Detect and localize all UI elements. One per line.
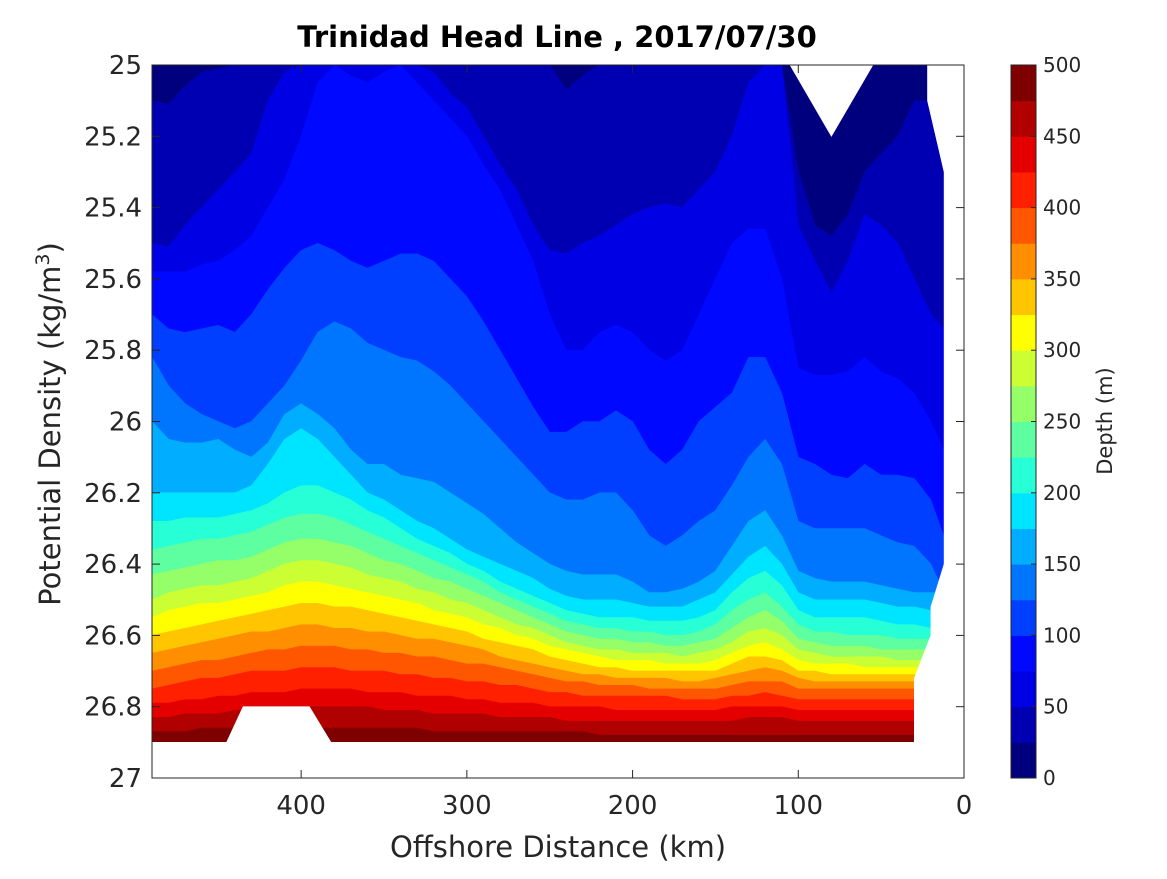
colorbar-tick-label: 200	[1043, 481, 1081, 505]
colorbar-segment	[1011, 136, 1036, 173]
colorbar-segment	[1011, 635, 1036, 672]
colorbar-segment	[1011, 314, 1036, 351]
y-axis-label-sup: 3	[32, 253, 54, 265]
colorbar-segment	[1011, 706, 1036, 743]
colorbar-segment	[1011, 350, 1036, 387]
no-data-regions	[152, 65, 964, 778]
contour-band-25-50	[152, 65, 964, 333]
colorbar-segment	[1011, 385, 1036, 422]
colorbar-tick-label: 250	[1043, 410, 1081, 434]
colorbar-segment	[1011, 742, 1036, 779]
no-data-below-data	[152, 742, 964, 778]
y-tick-label: 25.8	[84, 336, 142, 366]
x-tick-label: 400	[276, 791, 326, 821]
y-tick-label: 27	[109, 764, 142, 794]
x-tick-label: 300	[442, 791, 492, 821]
y-tick-label: 25.2	[84, 122, 142, 152]
colorbar-segment	[1011, 243, 1036, 280]
x-tick-label: 200	[608, 791, 658, 821]
colorbar-segment	[1011, 421, 1036, 458]
colorbar-segments	[1011, 65, 1036, 779]
y-tick-label: 26	[109, 408, 142, 438]
colorbar-tick-label: 150	[1043, 552, 1081, 576]
colorbar-segment	[1011, 564, 1036, 601]
y-tick-label: 25.4	[84, 194, 142, 224]
colorbar-segment	[1011, 278, 1036, 316]
y-tick-label: 25	[109, 51, 142, 81]
colorbar-segment	[1011, 492, 1036, 529]
y-tick-label: 26.4	[84, 550, 142, 580]
y-axis-label: Potential Density (kg/m3)	[32, 242, 67, 606]
colorbar-tick-label: 350	[1043, 267, 1081, 291]
x-tick-label: 100	[773, 791, 823, 821]
x-tick-label: 0	[956, 791, 973, 821]
y-axis-label-close: )	[33, 242, 67, 253]
colorbar-tick-label: 100	[1043, 623, 1081, 647]
colorbar-tick-label: 500	[1043, 53, 1081, 77]
y-tick-label: 26.6	[84, 621, 142, 651]
colorbar-tick-label: 400	[1043, 196, 1081, 220]
colorbar-ticks: 0 50 100 150 200 250 300 350 400 450 500	[1031, 53, 1081, 790]
colorbar-tick-label: 300	[1043, 338, 1081, 362]
colorbar-segment	[1011, 100, 1036, 137]
colorbar-segment	[1011, 457, 1036, 494]
x-axis-label: Offshore Distance (km)	[390, 830, 726, 864]
no-data-right-edge-gap-lower	[914, 563, 964, 743]
colorbar-tick-label: 50	[1043, 695, 1068, 719]
colorbar-tick-label: 450	[1043, 124, 1081, 148]
colorbar-segment	[1011, 171, 1036, 209]
colorbar-label: Depth (m)	[1093, 367, 1117, 474]
contour-fills	[152, 65, 964, 778]
colorbar-tick-label: 0	[1043, 766, 1056, 790]
plot-area	[151, 64, 965, 779]
x-axis-ticks: 400 300 200 100 0	[276, 65, 972, 821]
y-tick-label: 25.6	[84, 265, 142, 295]
colorbar-segment	[1011, 599, 1036, 636]
colorbar: 0 50 100 150 200 250 300 350 400 450 500 Depth (m)	[1010, 53, 1117, 790]
y-tick-label: 26.8	[84, 693, 142, 723]
colorbar-segment	[1011, 65, 1036, 102]
no-data-right-edge-gap-upper	[897, 65, 964, 601]
chart-title: Trinidad Head Line , 2017/07/30	[297, 20, 817, 54]
colorbar-segment	[1011, 207, 1036, 244]
y-tick-label: 26.2	[84, 479, 142, 509]
colorbar-segment	[1011, 671, 1036, 708]
y-axis-label-text: Potential Density (kg/m	[33, 266, 67, 606]
y-axis-ticks: 25 25.2 25.4 25.6 25.8 26 26.2 26.4 26.6 26.8 27	[84, 51, 964, 794]
no-data-top-right-gap	[789, 65, 874, 137]
colorbar-segment	[1011, 528, 1036, 565]
